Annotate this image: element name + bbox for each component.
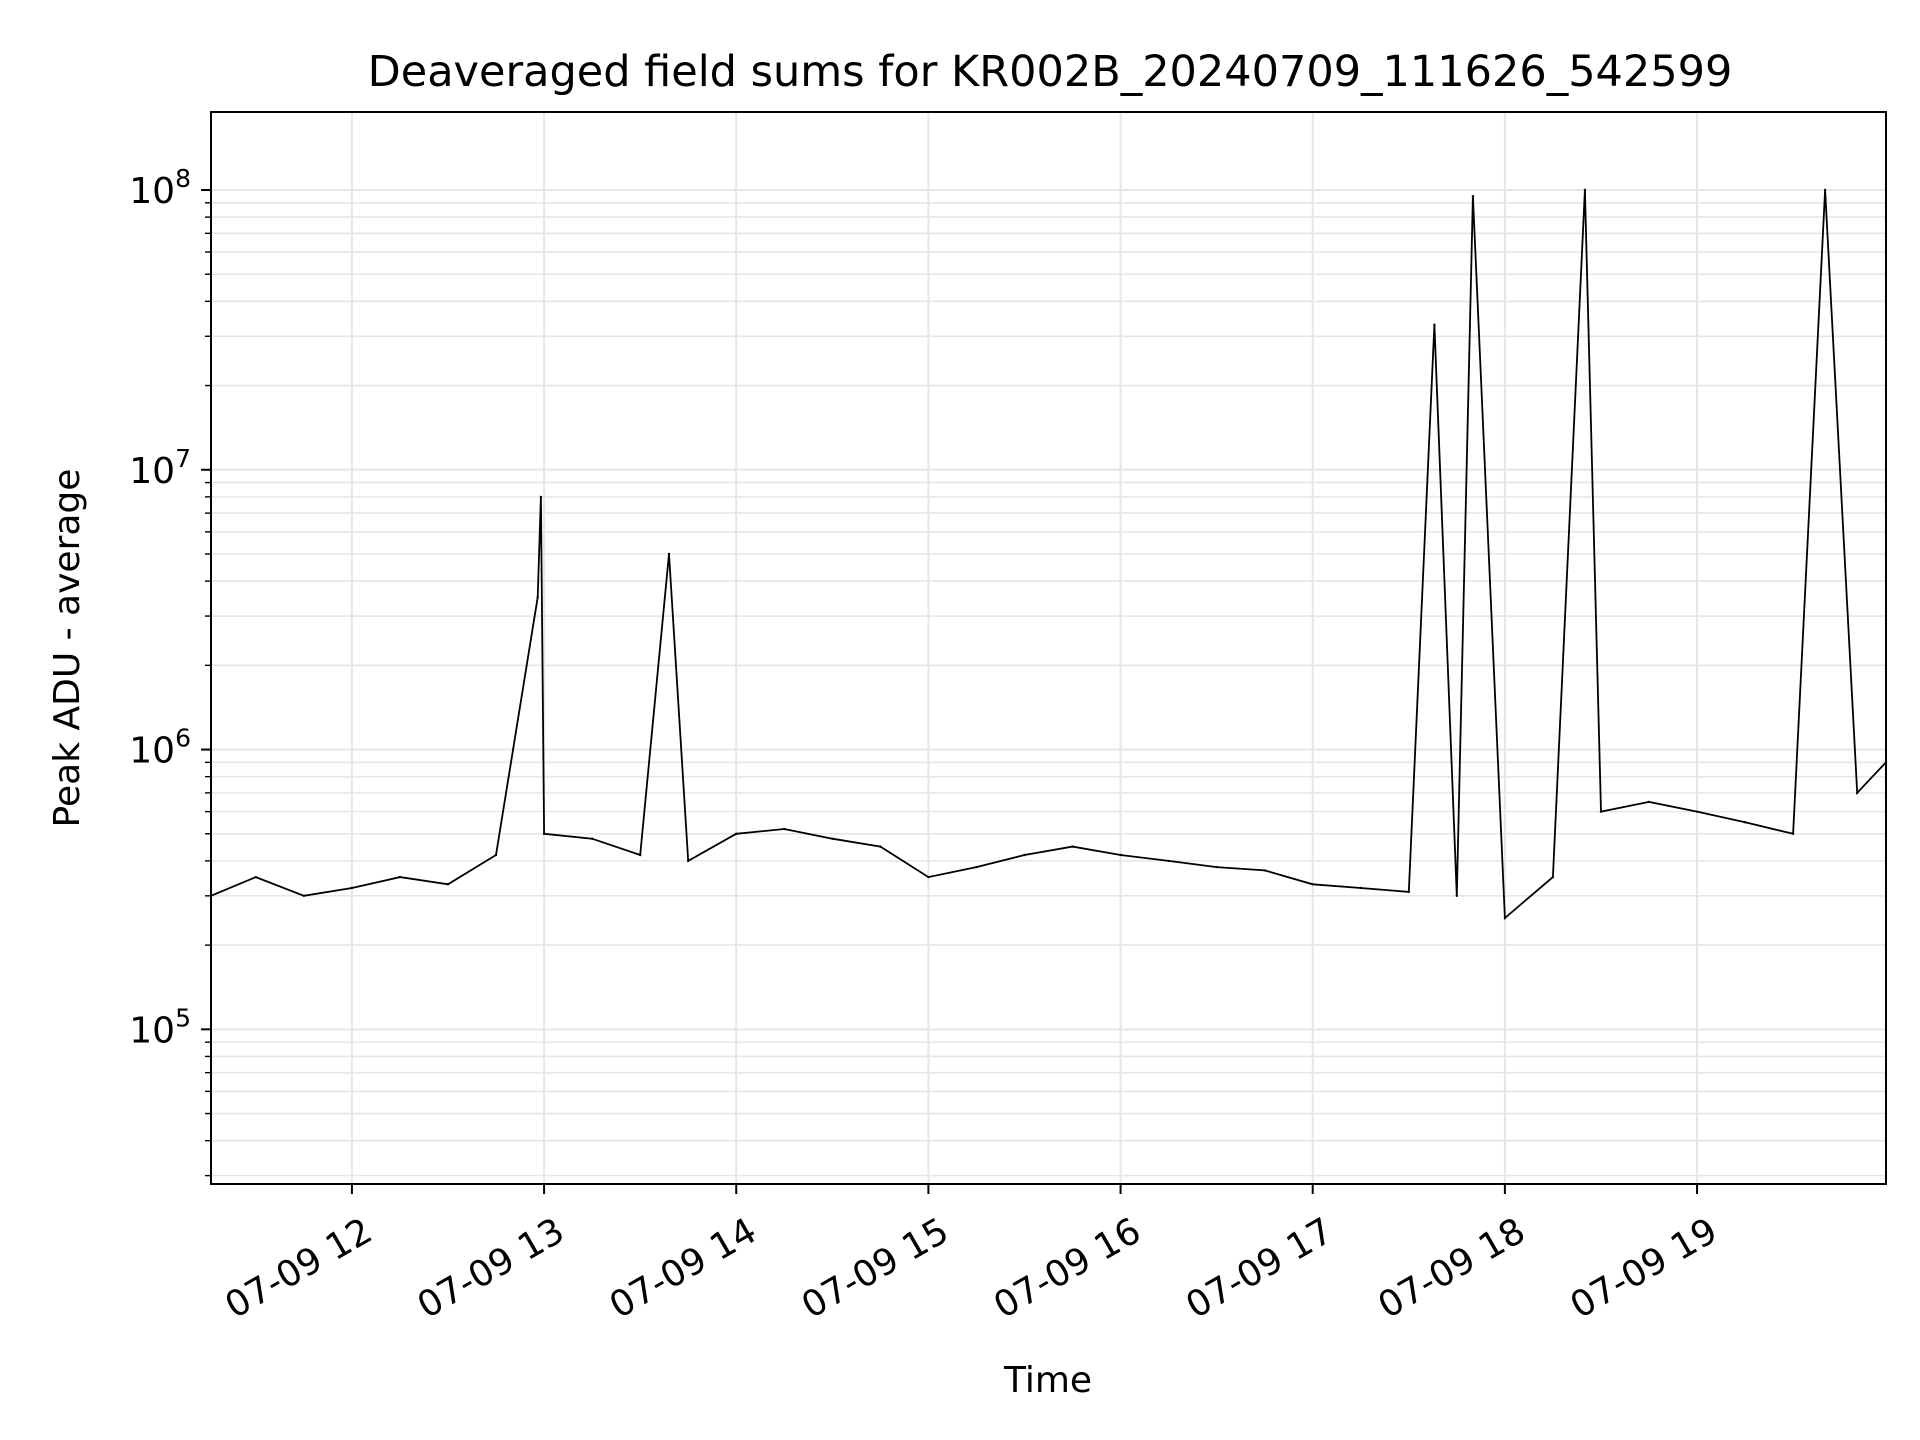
series-point	[398, 875, 402, 879]
series-point	[536, 596, 539, 599]
series-point	[1647, 800, 1651, 804]
y-axis-label: Peak ADU - average	[47, 469, 88, 828]
series-point	[1215, 865, 1218, 869]
series-point	[302, 894, 306, 897]
series-point	[350, 886, 354, 890]
series-point	[590, 837, 594, 840]
grid	[211, 112, 1886, 1184]
series-point	[1583, 188, 1587, 192]
series-point	[446, 883, 450, 886]
series-point	[1856, 791, 1859, 795]
series-point	[1823, 188, 1827, 192]
series-point	[542, 832, 546, 835]
y-tick-label: 108	[129, 164, 191, 212]
y-tick-label: 106	[129, 724, 191, 772]
series-point	[667, 552, 671, 556]
series-point	[1503, 916, 1507, 920]
series-point	[687, 859, 690, 863]
series-point	[927, 875, 930, 879]
series-point	[254, 875, 257, 879]
series-point	[1407, 890, 1411, 894]
series-point	[1695, 810, 1699, 813]
series-point	[1263, 869, 1266, 872]
plot-frame	[210, 111, 1887, 1185]
series-point	[1359, 886, 1363, 890]
series-point	[1119, 853, 1122, 857]
series-point	[879, 845, 882, 848]
series-point	[975, 865, 978, 869]
series-point	[1551, 875, 1555, 879]
series-point	[1167, 859, 1170, 863]
series-point	[1471, 195, 1475, 198]
series-point	[1743, 821, 1747, 824]
y-tick-label: 107	[129, 444, 191, 492]
x-axis-label: Time	[1003, 1360, 1092, 1401]
series-point	[735, 832, 738, 835]
series-point	[1599, 810, 1603, 813]
series-point	[539, 495, 543, 499]
y-tick-label: 105	[129, 1003, 191, 1051]
chart-title: Deaveraged field sums for KR002B_2024070…	[368, 47, 1733, 97]
series-point	[1023, 853, 1026, 857]
series-point	[639, 853, 642, 857]
series-point	[1791, 832, 1795, 835]
data-series	[209, 188, 1888, 920]
series-point	[494, 853, 498, 857]
series-point	[1455, 894, 1459, 897]
series-point	[783, 827, 786, 831]
series-point	[1071, 845, 1074, 848]
series-point	[1311, 883, 1314, 886]
y-axis-ticks: 105 106 107 108	[129, 164, 211, 1177]
series-point	[1433, 323, 1436, 326]
series-point	[831, 837, 834, 840]
